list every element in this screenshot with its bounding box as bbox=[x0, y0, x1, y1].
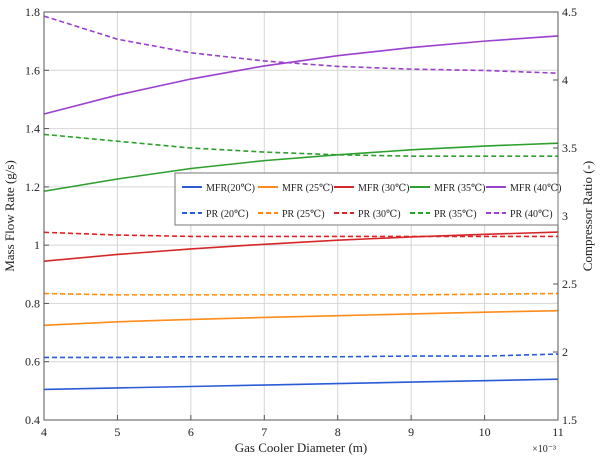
y-left-tick-label: 0.6 bbox=[25, 355, 40, 369]
series-line-pr-7 bbox=[43, 231, 558, 238]
legend-label: PR (25℃) bbox=[282, 209, 325, 220]
legend-label: MFR (25℃) bbox=[282, 183, 333, 194]
x-exponent-label: ×10⁻³ bbox=[532, 444, 556, 455]
legend-label: PR (30℃) bbox=[358, 209, 401, 220]
y-right-tick-label: 2.5 bbox=[562, 277, 577, 291]
series-line-mfr-4 bbox=[43, 35, 559, 115]
legend-box bbox=[174, 172, 559, 226]
series-line-pr-5 bbox=[44, 353, 559, 359]
series-line-pr-6 bbox=[43, 292, 559, 296]
x-axis-label: Gas Cooler Diameter (m) bbox=[235, 440, 367, 455]
legend: MFR(20℃) MFR (25℃) MFR (30℃) MFR (35℃) MFR (… bbox=[174, 172, 561, 226]
x-tick-label: 4 bbox=[41, 425, 47, 439]
y-left-tick-label: 1.6 bbox=[25, 63, 40, 77]
series-line-pr-8 bbox=[43, 133, 558, 157]
y-left-tick-label: 1 bbox=[34, 238, 40, 252]
y-right-tick-label: 4.5 bbox=[562, 5, 577, 19]
x-tick-label: 7 bbox=[261, 425, 267, 439]
series-line-mfr-3 bbox=[43, 142, 559, 193]
x-tick-label: 9 bbox=[408, 425, 414, 439]
y-right-tick-label: 3 bbox=[562, 209, 568, 223]
legend-label: MFR(20℃) bbox=[206, 183, 255, 194]
y-left-tick-label: 1.8 bbox=[25, 5, 40, 19]
x-tick-label: 5 bbox=[114, 425, 120, 439]
y-left-axis-label: Mass Flow Rate (g/s) bbox=[2, 160, 17, 272]
ticks: 4 5 6 7 8 9 10 11 0.4 0.6 0.8 1 1.2 1.4 1.6 1.8 1.5 2 2.5 3… bbox=[25, 5, 577, 439]
y-left-tick-label: 1.2 bbox=[25, 180, 40, 194]
y-right-tick-label: 4 bbox=[562, 73, 568, 87]
y-right-tick-label: 3.5 bbox=[562, 141, 577, 155]
y-left-tick-label: 0.4 bbox=[25, 413, 40, 427]
y-right-tick-label: 2 bbox=[562, 345, 568, 359]
legend-label: MFR (30℃) bbox=[358, 183, 409, 194]
legend-label: PR (35℃) bbox=[434, 209, 477, 220]
x-tick-label: 6 bbox=[188, 425, 194, 439]
y-right-axis-label: Compressor Ratio (-) bbox=[580, 161, 595, 271]
series-layer bbox=[43, 15, 559, 391]
series-line-mfr-0 bbox=[43, 378, 559, 391]
y-right-tick-label: 1.5 bbox=[562, 413, 577, 427]
legend-label: PR (40℃) bbox=[510, 209, 553, 220]
series-line-mfr-1 bbox=[43, 309, 559, 327]
legend-label: MFR (35℃) bbox=[434, 183, 485, 194]
y-left-tick-label: 0.8 bbox=[25, 296, 40, 310]
legend-label: PR (20℃) bbox=[206, 209, 249, 220]
series-line-mfr-2 bbox=[43, 231, 559, 262]
series-line-pr-9 bbox=[43, 15, 559, 74]
x-tick-label: 11 bbox=[552, 425, 564, 439]
x-tick-label: 10 bbox=[479, 425, 491, 439]
y-left-tick-label: 1.4 bbox=[25, 122, 40, 136]
legend-label: MFR (40℃) bbox=[510, 183, 561, 194]
x-tick-label: 8 bbox=[335, 425, 341, 439]
